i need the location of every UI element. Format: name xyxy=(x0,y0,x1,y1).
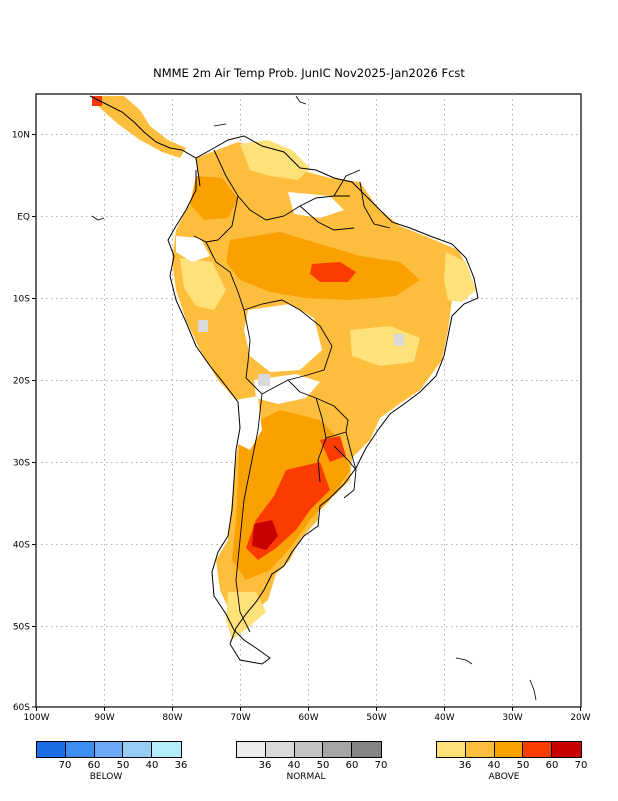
legend-swatch xyxy=(265,742,295,757)
legend-value-label: 50 xyxy=(116,760,130,771)
legend-value-label: 40 xyxy=(145,760,159,771)
above-36-amazon-west xyxy=(180,258,226,310)
legend-value-label: 40 xyxy=(487,760,501,771)
legend-swatch xyxy=(323,742,353,757)
legend-value-label: 36 xyxy=(258,760,272,771)
legend-swatch xyxy=(494,742,524,757)
legend-swatch xyxy=(352,742,381,757)
above-50-colombia xyxy=(190,176,238,220)
legend-swatch xyxy=(294,742,324,757)
normal-cell-brazil xyxy=(394,334,404,346)
legend-value-label: 50 xyxy=(316,760,330,771)
map-gridlines xyxy=(36,94,581,707)
above-70-patagonia xyxy=(252,520,278,550)
lon-tick-label: 20W xyxy=(570,713,590,723)
lon-tick-label: 70W xyxy=(230,713,250,723)
equal-chances-venezuela xyxy=(288,192,344,218)
probability-shading xyxy=(92,96,476,640)
longitude-ticks: 100W 90W 80W 70W 60W 50W 40W 30W 20W xyxy=(23,707,591,723)
latitude-ticks: 10N EQ 10S 20S 30S 40S 50S 60S xyxy=(12,131,36,713)
lat-tick-label: 30S xyxy=(13,459,30,469)
lat-tick-label: 10N xyxy=(12,131,30,141)
probability-map: 100W 90W 80W 70W 60W 50W 40W 30W 20W 10N EQ 10S 20S… xyxy=(12,93,591,723)
legend-value-label: 70 xyxy=(58,760,72,771)
lon-tick-label: 100W xyxy=(23,713,49,723)
normal-cell-andes xyxy=(258,374,270,386)
islands xyxy=(91,95,537,701)
above-36-north xyxy=(240,140,310,180)
equal-chances-ecuador xyxy=(176,236,210,262)
legend-swatch xyxy=(123,742,153,757)
legend-value-label: 36 xyxy=(458,760,472,771)
lon-tick-label: 30W xyxy=(502,713,522,723)
legend-normal-title: NORMAL xyxy=(286,772,326,782)
lon-tick-label: 90W xyxy=(94,713,114,723)
legend-below: 70 60 50 40 36 BELOW xyxy=(36,741,187,801)
legend-swatch xyxy=(94,742,124,757)
legend-swatch xyxy=(152,742,181,757)
legend-swatch xyxy=(65,742,95,757)
legend-value-label: 40 xyxy=(287,760,301,771)
legend-value-label: 60 xyxy=(345,760,359,771)
equal-chances-chaco xyxy=(254,374,320,404)
legend-above-title: ABOVE xyxy=(488,772,520,782)
legend-below-title: BELOW xyxy=(89,772,123,782)
lat-tick-label: 10S xyxy=(13,295,30,305)
above-60-amazon xyxy=(310,262,356,282)
legend-value-label: 60 xyxy=(545,760,559,771)
lat-tick-label: 50S xyxy=(13,623,30,633)
lon-tick-label: 50W xyxy=(366,713,386,723)
legend-value-label: 36 xyxy=(174,760,188,771)
coastlines xyxy=(89,95,479,665)
country-borders xyxy=(193,149,391,633)
legend-value-label: 70 xyxy=(374,760,388,771)
equal-chances-chile-north xyxy=(236,396,262,450)
legend-value-label: 50 xyxy=(516,760,530,771)
lat-tick-label: 20S xyxy=(13,377,30,387)
legend-value-label: 70 xyxy=(574,760,588,771)
legend-swatch xyxy=(237,742,266,757)
legend-swatch xyxy=(37,742,66,757)
lat-tick-label: EQ xyxy=(17,213,30,223)
lat-tick-label: 60S xyxy=(13,703,30,713)
legend-value-label: 60 xyxy=(87,760,101,771)
above-36-east xyxy=(444,252,476,302)
lon-tick-label: 40W xyxy=(434,713,454,723)
legend-swatch xyxy=(523,742,553,757)
lon-tick-label: 60W xyxy=(298,713,318,723)
equal-chances-bolivia xyxy=(244,304,322,372)
lat-tick-label: 40S xyxy=(13,541,30,551)
normal-cell-peru xyxy=(198,320,208,332)
legend-normal: 36 40 50 60 70 NORMAL xyxy=(236,741,387,801)
legend-swatch xyxy=(437,742,466,757)
legend-above: 36 40 50 60 70 ABOVE xyxy=(436,741,587,801)
above-60-southeast xyxy=(320,436,346,462)
map-title: NMME 2m Air Temp Prob. JunIC Nov2025-Jan… xyxy=(153,66,465,80)
legend-swatch xyxy=(552,742,581,757)
lon-tick-label: 80W xyxy=(162,713,182,723)
legend-swatch xyxy=(465,742,495,757)
